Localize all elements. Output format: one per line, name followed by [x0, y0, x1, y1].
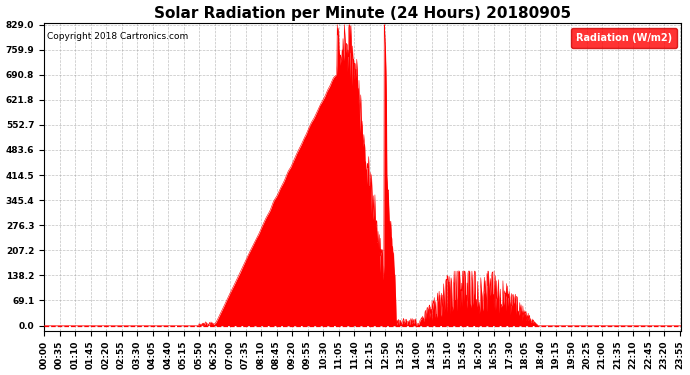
Text: Copyright 2018 Cartronics.com: Copyright 2018 Cartronics.com — [47, 32, 188, 41]
Title: Solar Radiation per Minute (24 Hours) 20180905: Solar Radiation per Minute (24 Hours) 20… — [154, 6, 571, 21]
Legend: Radiation (W/m2): Radiation (W/m2) — [571, 28, 677, 48]
